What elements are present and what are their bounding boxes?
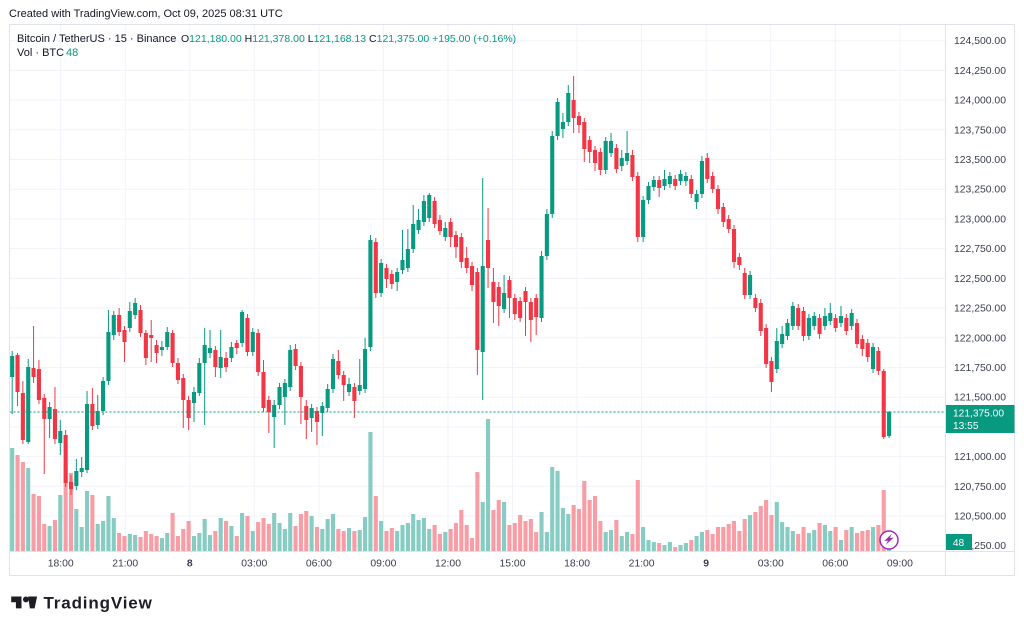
svg-text:121,500.00: 121,500.00	[954, 393, 1006, 404]
svg-text:O121,180.00 H121,378.00 L121,1: O121,180.00 H121,378.00 L121,168.13 C121…	[181, 33, 516, 45]
svg-text:123,500.00: 123,500.00	[954, 155, 1006, 166]
svg-text:06:00: 06:00	[306, 559, 332, 570]
svg-text:124,500.00: 124,500.00	[954, 36, 1006, 47]
svg-text:Bitcoin / TetherUS · 15 · Bina: Bitcoin / TetherUS · 15 · Binance	[17, 33, 176, 45]
svg-text:Created with TradingView.com,: Created with TradingView.com, Oct 09, 20…	[9, 8, 283, 20]
svg-text:121,750.00: 121,750.00	[954, 363, 1006, 374]
svg-text:122,000.00: 122,000.00	[954, 333, 1006, 344]
svg-text:123,750.00: 123,750.00	[954, 125, 1006, 136]
svg-text:03:00: 03:00	[758, 559, 784, 570]
svg-text:8: 8	[187, 559, 193, 570]
svg-text:9: 9	[703, 559, 709, 570]
svg-text:TradingView: TradingView	[44, 594, 153, 613]
svg-text:21:00: 21:00	[112, 559, 138, 570]
svg-text:12:00: 12:00	[435, 559, 461, 570]
svg-text:121,000.00: 121,000.00	[954, 452, 1006, 463]
svg-text:123,000.00: 123,000.00	[954, 214, 1006, 225]
svg-text:13:55: 13:55	[953, 421, 979, 432]
svg-text:123,250.00: 123,250.00	[954, 185, 1006, 196]
svg-text:48: 48	[66, 47, 78, 59]
svg-text:121,375.00: 121,375.00	[953, 409, 1004, 420]
svg-text:15:00: 15:00	[499, 559, 525, 570]
svg-text:120,500.00: 120,500.00	[954, 512, 1006, 523]
svg-text:21:00: 21:00	[629, 559, 655, 570]
svg-text:120,750.00: 120,750.00	[954, 482, 1006, 493]
svg-text:124,250.00: 124,250.00	[954, 66, 1006, 77]
svg-text:122,750.00: 122,750.00	[954, 244, 1006, 255]
svg-text:18:00: 18:00	[48, 559, 74, 570]
svg-text:122,250.00: 122,250.00	[954, 304, 1006, 315]
svg-text:120,250.00: 120,250.00	[954, 541, 1006, 552]
svg-text:18:00: 18:00	[564, 559, 590, 570]
svg-text:03:00: 03:00	[241, 559, 267, 570]
svg-text:122,500.00: 122,500.00	[954, 274, 1006, 285]
svg-text:09:00: 09:00	[887, 559, 913, 570]
svg-text:09:00: 09:00	[370, 559, 396, 570]
svg-text:124,000.00: 124,000.00	[954, 96, 1006, 107]
svg-text:06:00: 06:00	[822, 559, 848, 570]
svg-text:48: 48	[953, 538, 965, 549]
svg-text:Vol · BTC: Vol · BTC	[17, 47, 64, 59]
